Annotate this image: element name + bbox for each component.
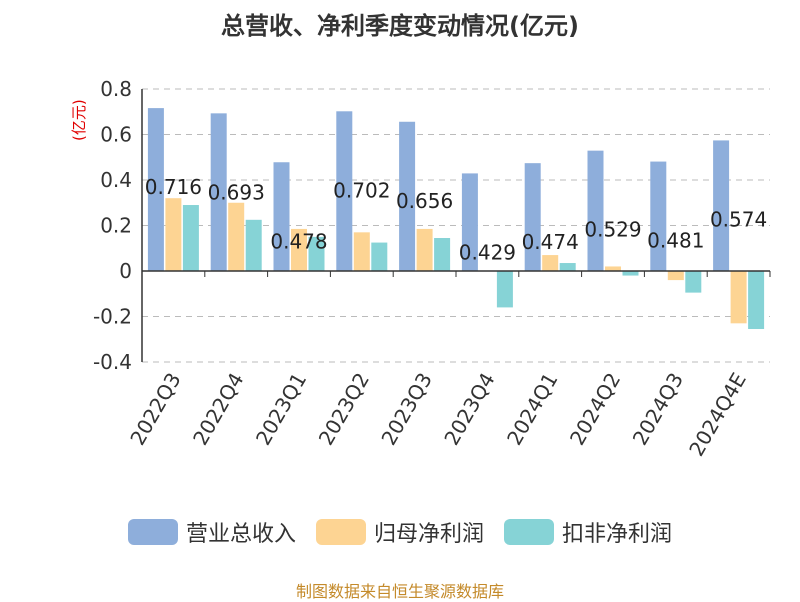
bar-revenue — [399, 121, 416, 271]
bar-revenue — [524, 163, 541, 271]
bar-deducted-profit — [371, 242, 388, 271]
legend-swatch-net-profit — [315, 519, 366, 545]
x-tick-label: 2023Q1 — [251, 369, 311, 450]
y-tick-label: -0.2 — [93, 305, 132, 329]
bar-deducted-profit — [434, 238, 451, 271]
bar-revenue — [273, 162, 290, 271]
data-label: 0.474 — [522, 230, 579, 254]
bar-deducted-profit — [559, 263, 576, 271]
bar-revenue — [461, 173, 478, 271]
legend-item-net-profit[interactable]: 归母净利润 — [315, 516, 484, 548]
y-tick-label: 0.6 — [100, 123, 132, 147]
bar-deducted-profit — [748, 271, 765, 330]
bar-net-profit — [542, 255, 559, 271]
x-tick-label: 2023Q2 — [314, 369, 374, 450]
y-tick-label: 0.8 — [100, 77, 132, 101]
x-tick-label: 2024Q4E — [684, 369, 751, 461]
bar-deducted-profit — [245, 219, 262, 271]
x-tick-label: 2022Q3 — [125, 369, 185, 450]
bar-net-profit — [165, 198, 182, 271]
x-tick-label: 2023Q3 — [376, 369, 436, 450]
data-label: 0.693 — [208, 180, 265, 204]
x-tick-label: 2024Q3 — [628, 369, 688, 450]
bar-net-profit — [291, 228, 307, 271]
legend-swatch-revenue — [127, 519, 178, 545]
bar-revenue — [713, 140, 730, 271]
bar-deducted-profit — [622, 271, 639, 276]
x-tick-label: 2022Q4 — [188, 369, 248, 450]
legend-item-revenue[interactable]: 营业总收入 — [127, 516, 296, 548]
legend-swatch-deducted-profit — [504, 519, 554, 545]
bar-deducted-profit — [308, 236, 325, 271]
bar-net-profit — [353, 232, 370, 271]
data-label: 0.481 — [647, 229, 704, 253]
bar-deducted-profit — [182, 205, 199, 271]
legend-label-revenue: 营业总收入 — [185, 522, 296, 547]
bar-revenue — [147, 108, 164, 271]
bar-net-profit — [730, 271, 747, 324]
bar-net-profit — [605, 266, 621, 271]
x-tick-label: 2024Q1 — [502, 369, 562, 450]
data-label: 0.656 — [396, 189, 453, 213]
data-label: 0.702 — [333, 178, 390, 202]
y-tick-label: 0 — [119, 259, 132, 283]
chart-title: 总营收、净利季度变动情况(亿元) — [221, 12, 579, 40]
bar-revenue — [650, 161, 667, 271]
data-label: 0.574 — [710, 207, 767, 231]
bar-net-profit — [228, 202, 245, 271]
bar-revenue — [210, 113, 227, 271]
data-source-note: 制图数据来自恒生聚源数据库 — [295, 582, 504, 601]
legend-label-net-profit: 归母净利润 — [373, 522, 484, 547]
data-label: 0.478 — [270, 229, 327, 253]
data-label: 0.716 — [145, 175, 202, 199]
y-tick-label: -0.4 — [93, 350, 132, 374]
legend-item-deducted-profit[interactable]: 扣非净利润 — [504, 516, 672, 548]
bar-revenue — [587, 150, 604, 271]
bar-deducted-profit — [496, 271, 513, 308]
data-label: 0.429 — [459, 240, 516, 264]
bar-revenue — [336, 111, 353, 271]
data-label: 0.529 — [584, 218, 641, 242]
x-tick-label: 2024Q2 — [565, 369, 625, 450]
y-tick-label: 0.4 — [100, 168, 132, 192]
legend: 营业总收入 归母净利润 扣非净利润 — [0, 516, 800, 548]
bar-net-profit — [416, 228, 433, 271]
bar-net-profit — [667, 271, 684, 281]
x-tick-label: 2023Q4 — [439, 369, 499, 450]
bar-deducted-profit — [685, 271, 702, 293]
legend-label-deducted-profit: 扣非净利润 — [562, 522, 673, 547]
y-tick-label: 0.2 — [100, 214, 132, 238]
